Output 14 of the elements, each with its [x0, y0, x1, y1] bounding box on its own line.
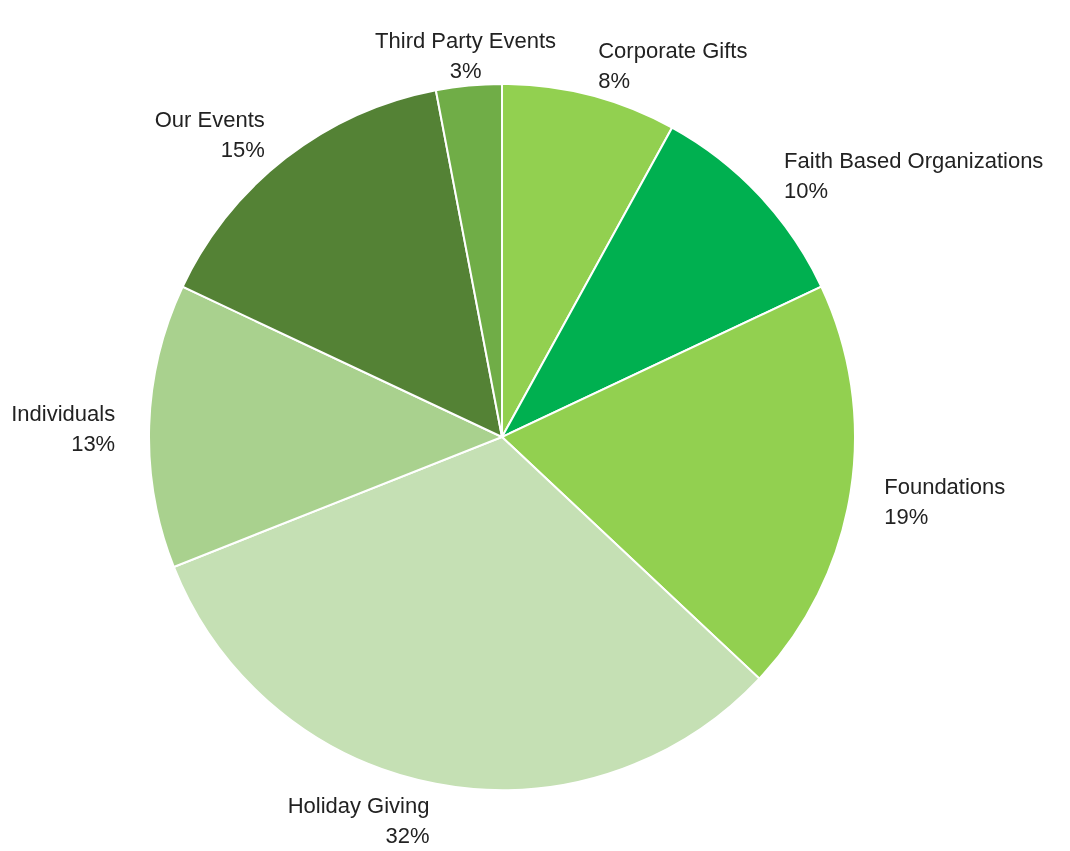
data-label: 3% [449, 57, 482, 83]
slice-label: Individuals [11, 400, 116, 426]
slice-label: Faith Based Organizations [784, 148, 1044, 174]
slice-label: Foundations [884, 473, 1006, 499]
data-label: 32% [385, 823, 430, 849]
data-label: 13% [71, 430, 116, 456]
slice-label: Holiday Giving [287, 793, 430, 819]
slice-label: Third Party Events [375, 27, 557, 53]
data-label: 19% [884, 503, 929, 529]
data-label: 8% [598, 68, 631, 94]
slice-label: Corporate Gifts [598, 38, 748, 64]
slice-label: Our Events [154, 107, 265, 133]
data-label: 10% [784, 178, 829, 204]
data-label: 15% [220, 137, 265, 163]
